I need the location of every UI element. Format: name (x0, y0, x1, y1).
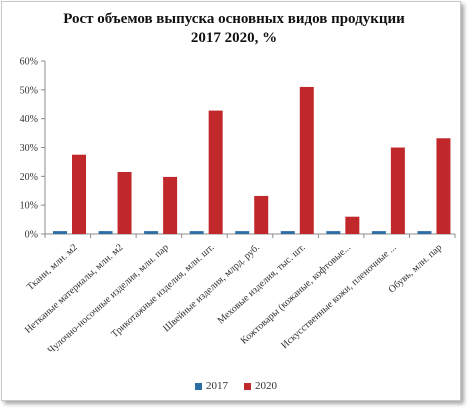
legend-label-2020: 2020 (255, 380, 277, 392)
chart-title-line1: Рост объемов выпуска основных видов прод… (63, 11, 405, 27)
y-tick-label: 40% (20, 114, 38, 125)
bar-2020 (345, 216, 360, 234)
category-label: Меховые изделия, тыс. шт. (215, 242, 307, 326)
y-tick-label: 0% (25, 230, 38, 241)
bar-2020 (72, 154, 86, 234)
bar-2017 (235, 231, 250, 234)
legend-item-2017: 2017 (195, 380, 228, 392)
legend-label-2017: 2017 (206, 380, 228, 392)
category-label: Швейные изделия, млрд. руб. (161, 242, 262, 334)
bar-2017 (326, 231, 341, 234)
bar-2020 (390, 147, 405, 234)
y-tick-label: 10% (20, 201, 38, 212)
bar-2017 (144, 231, 159, 234)
bar-2017 (371, 231, 386, 234)
y-tick-label: 60% (20, 57, 38, 68)
legend-swatch-2020 (244, 382, 251, 390)
y-tick-label: 30% (20, 143, 38, 154)
bar-2020 (436, 138, 451, 234)
bar-2017 (53, 231, 67, 234)
bar-2017 (417, 231, 432, 234)
bar-2017 (280, 231, 295, 234)
chart-title-line2: 2017 2020, % (190, 30, 278, 46)
y-tick-label: 20% (20, 172, 38, 183)
bar-2017 (189, 231, 204, 234)
bar-2020 (163, 176, 178, 234)
legend: 2017 2020 (195, 380, 277, 392)
legend-item-2020: 2020 (244, 380, 277, 392)
bar-2020 (117, 172, 132, 234)
bar-2020 (208, 110, 223, 234)
legend-swatch-2017 (195, 382, 202, 390)
bar-2017 (98, 231, 113, 234)
bar-2020 (254, 195, 269, 234)
y-tick-label: 50% (20, 85, 38, 96)
bar-2020 (299, 86, 314, 234)
